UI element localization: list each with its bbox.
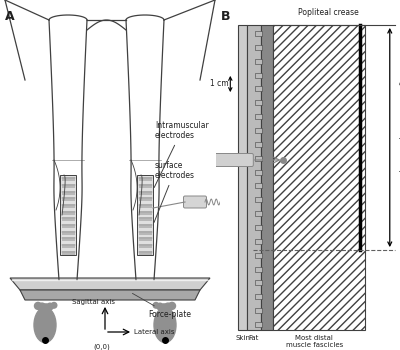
Circle shape — [42, 304, 50, 312]
Circle shape — [160, 304, 168, 312]
Bar — [255, 225, 262, 230]
Bar — [238, 25, 247, 330]
Bar — [261, 25, 273, 330]
Bar — [138, 244, 152, 248]
Circle shape — [168, 302, 176, 309]
Bar — [255, 156, 262, 161]
Text: Fat: Fat — [249, 335, 259, 341]
Bar — [247, 25, 261, 330]
Bar — [62, 184, 74, 188]
Bar — [255, 100, 262, 105]
Bar — [255, 128, 262, 133]
Circle shape — [38, 303, 46, 311]
Bar — [62, 231, 74, 234]
Text: Skin: Skin — [235, 335, 250, 341]
Bar — [255, 142, 262, 147]
Bar — [255, 280, 262, 286]
Bar — [255, 45, 262, 50]
Bar — [255, 267, 262, 272]
Bar — [255, 31, 262, 36]
Bar — [138, 251, 152, 255]
Text: 1 cm: 1 cm — [210, 79, 228, 89]
Bar — [62, 177, 74, 181]
Bar — [62, 251, 74, 255]
Circle shape — [34, 302, 42, 309]
Bar — [255, 86, 262, 91]
Text: Popliteal crease: Popliteal crease — [298, 8, 359, 17]
Polygon shape — [10, 278, 210, 290]
FancyBboxPatch shape — [214, 154, 253, 167]
Ellipse shape — [154, 308, 176, 343]
Circle shape — [51, 302, 57, 308]
Bar — [138, 191, 152, 195]
Bar — [138, 211, 152, 215]
Text: Length of the MG superficial aponeurosis: Length of the MG superficial aponeurosis — [398, 69, 400, 206]
Bar — [255, 294, 262, 299]
Bar — [255, 169, 262, 175]
Bar — [255, 72, 262, 77]
Bar — [255, 114, 262, 119]
Bar — [273, 25, 365, 330]
Bar — [138, 231, 152, 234]
Bar — [62, 217, 74, 221]
Bar — [62, 191, 74, 195]
Circle shape — [47, 303, 53, 310]
Bar — [62, 211, 74, 215]
Bar — [255, 322, 262, 327]
Circle shape — [164, 303, 172, 311]
Bar — [60, 175, 76, 255]
Bar — [138, 217, 152, 221]
Polygon shape — [20, 290, 200, 300]
Text: B: B — [221, 10, 231, 23]
Text: A: A — [5, 10, 15, 23]
Bar — [138, 224, 152, 228]
Text: Lateral axis: Lateral axis — [134, 329, 174, 335]
Bar — [138, 177, 152, 181]
Bar — [255, 197, 262, 202]
Bar — [138, 204, 152, 208]
FancyBboxPatch shape — [184, 196, 206, 208]
Text: Sagittal axis: Sagittal axis — [72, 299, 115, 305]
Bar — [62, 244, 74, 248]
Bar — [255, 59, 262, 64]
Text: surface
electrodes: surface electrodes — [154, 161, 195, 222]
Bar — [62, 197, 74, 201]
Bar — [255, 239, 262, 244]
Ellipse shape — [34, 308, 56, 343]
Bar — [62, 224, 74, 228]
Bar — [138, 237, 152, 241]
Bar — [255, 253, 262, 258]
Text: Intramuscular
electrodes: Intramuscular electrodes — [154, 121, 209, 188]
Bar — [62, 237, 74, 241]
Bar — [255, 211, 262, 216]
Circle shape — [153, 302, 159, 308]
Bar — [138, 197, 152, 201]
Text: (0,0): (0,0) — [94, 344, 110, 350]
Bar — [62, 204, 74, 208]
Circle shape — [157, 303, 163, 310]
Bar — [255, 308, 262, 313]
Bar — [138, 184, 152, 188]
Text: Most distal
muscle fascicles: Most distal muscle fascicles — [286, 335, 343, 348]
Bar — [255, 183, 262, 188]
Text: Force-plate: Force-plate — [132, 293, 191, 319]
Bar — [137, 175, 153, 255]
